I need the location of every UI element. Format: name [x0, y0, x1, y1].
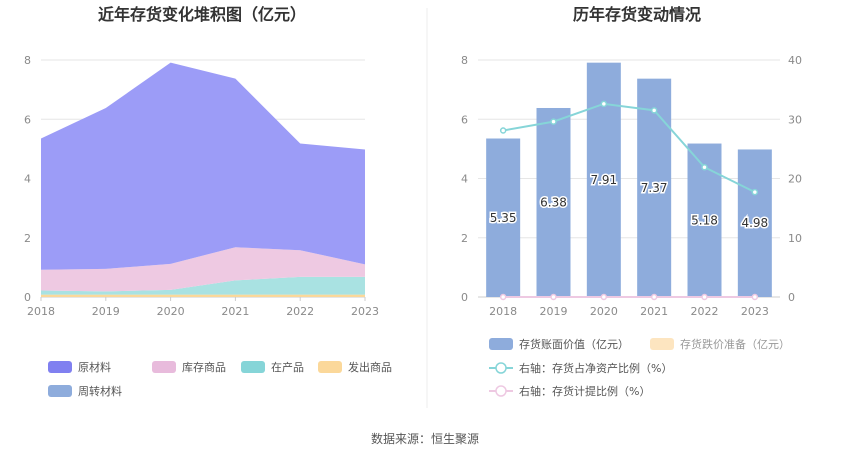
left-x-tick-label: 2020: [157, 305, 185, 318]
right-chart-title: 历年存货变动情况: [573, 5, 701, 24]
left-legend-item[interactable]: 库存商品: [152, 360, 226, 374]
line-point[interactable]: [550, 293, 557, 301]
line-point[interactable]: [600, 100, 608, 108]
left-legend-swatch: [48, 361, 72, 373]
right-x-tick-label: 2018: [489, 305, 517, 318]
source-note: 数据来源：恒生聚源: [371, 431, 479, 446]
bar-inventory-value[interactable]: [486, 138, 521, 297]
right-lines: [499, 100, 759, 301]
area-发出商品: [41, 294, 365, 297]
right-legend-marker: [495, 385, 507, 397]
left-legend-label: 发出商品: [348, 360, 392, 374]
line-point[interactable]: [499, 293, 507, 301]
bar-value-label: 6.38: [540, 195, 567, 209]
right-y-ticks-right: 0 10 20 30 40: [788, 54, 802, 304]
right-legend-marker: [495, 362, 507, 374]
right-gridlines: [478, 59, 780, 298]
right-left-axis-label: 8: [461, 54, 468, 67]
left-y-ticks: 0 2 4 6 8: [24, 54, 31, 304]
line-point[interactable]: [550, 118, 557, 125]
right-left-axis-label: 4: [461, 173, 468, 186]
bar-line-chart: 历年存货变动情况 5.356.387.917.375.18 4.98 02468 …: [461, 5, 802, 398]
right-x-tick-label: 2021: [640, 305, 668, 318]
left-legend-item[interactable]: 周转材料: [48, 384, 122, 398]
stacked-area-chart: 近年存货变化堆积图（亿元） 0 2 4 6 8 2018 2019 2020 2021 2022…: [24, 5, 392, 398]
left-x-ticks: 2018 2019 2020 2021 2022 2023: [27, 297, 379, 318]
right-right-axis-label: 0: [788, 291, 795, 304]
left-y-tick-label: 2: [24, 232, 31, 245]
left-legend-swatch: [152, 361, 176, 373]
line-point[interactable]: [701, 293, 708, 301]
right-legend: 存货账面价值（亿元） 存货跌价准备（亿元） 右轴：存货占净资产比例（%） 右轴：存货计…: [489, 337, 790, 398]
bar-inventory-value[interactable]: [536, 107, 571, 298]
line-point[interactable]: [600, 293, 608, 301]
bar-value-label: 7.91: [590, 173, 617, 187]
area-库存商品: [41, 247, 365, 292]
right-left-axis-label: 2: [461, 232, 468, 245]
left-legend-item[interactable]: 在产品: [241, 360, 304, 374]
left-y-tick-label: 8: [24, 54, 31, 67]
right-right-axis-label: 40: [788, 54, 802, 67]
left-legend-label: 原材料: [78, 360, 111, 374]
right-legend-label: 存货账面价值（亿元）: [519, 337, 629, 351]
right-legend-label: 右轴：存货计提比例（%）: [519, 384, 650, 398]
left-legend-item[interactable]: 原材料: [48, 360, 111, 374]
right-x-tick-label: 2023: [741, 305, 769, 318]
right-right-axis-label: 20: [788, 173, 802, 186]
left-x-tick-label: 2021: [221, 305, 249, 318]
right-right-axis-label: 10: [788, 232, 802, 245]
left-legend-item[interactable]: 发出商品: [318, 360, 392, 374]
right-legend-item[interactable]: 存货账面价值（亿元）: [489, 337, 629, 351]
bar-inventory-value[interactable]: [737, 149, 772, 297]
right-legend-item[interactable]: 右轴：存货占净资产比例（%）: [489, 361, 672, 375]
left-y-tick-label: 0: [24, 291, 31, 304]
left-legend-label: 周转材料: [78, 384, 122, 398]
line-point[interactable]: [650, 293, 658, 301]
right-bars: [486, 62, 772, 298]
left-x-tick-label: 2018: [27, 305, 55, 318]
right-x-ticks: 2018 2019 2020 2021 2022 2023: [489, 305, 769, 318]
area-原材料: [41, 62, 365, 270]
left-legend-swatch: [48, 385, 72, 397]
right-x-tick-label: 2020: [590, 305, 618, 318]
line-point[interactable]: [650, 107, 658, 114]
right-bar-labels: 5.35 6.38 7.91 7.37 5.18 4.98: [488, 171, 769, 231]
left-legend-label: 库存商品: [182, 360, 226, 374]
right-legend-swatch: [489, 338, 513, 350]
right-x-tick-label: 2022: [691, 305, 719, 318]
bar-value-label: 5.35: [490, 211, 517, 225]
left-y-tick-label: 4: [24, 173, 31, 186]
right-y-ticks-left: 0 2 4 6 8: [461, 54, 468, 304]
left-x-tick-label: 2019: [92, 305, 120, 318]
bar-inventory-value[interactable]: [637, 78, 672, 297]
left-chart-title: 近年存货变化堆积图（亿元）: [98, 5, 306, 24]
right-legend-item[interactable]: 右轴：存货计提比例（%）: [489, 384, 650, 398]
right-left-axis-label: 0: [461, 291, 468, 304]
right-legend-label: 存货跌价准备（亿元）: [680, 337, 790, 351]
area-在产品: [41, 276, 365, 295]
right-left-axis-label: 6: [461, 113, 468, 126]
line-point[interactable]: [751, 293, 759, 301]
left-y-tick-label: 6: [24, 113, 31, 126]
left-legend-swatch: [241, 361, 265, 373]
left-legend-label: 在产品: [271, 360, 304, 374]
bar-value-label: 4.98: [741, 216, 768, 230]
line-point[interactable]: [701, 163, 708, 171]
right-legend-swatch: [650, 338, 674, 350]
right-right-axis-label: 30: [788, 113, 802, 126]
line-inventory-ratio: [502, 102, 756, 194]
line-point[interactable]: [751, 188, 759, 196]
bar-value-label: 7.37: [641, 181, 668, 195]
right-legend-item[interactable]: 存货跌价准备（亿元）: [650, 337, 790, 351]
left-areas: [41, 62, 365, 297]
line-point[interactable]: [499, 127, 507, 134]
left-legend-swatch: [318, 361, 342, 373]
right-x-tick-label: 2019: [540, 305, 568, 318]
left-x-tick-label: 2022: [286, 305, 314, 318]
left-x-tick-label: 2023: [351, 305, 379, 318]
bar-value-label: 5.18: [691, 213, 718, 227]
right-legend-label: 右轴：存货占净资产比例（%）: [519, 361, 672, 375]
